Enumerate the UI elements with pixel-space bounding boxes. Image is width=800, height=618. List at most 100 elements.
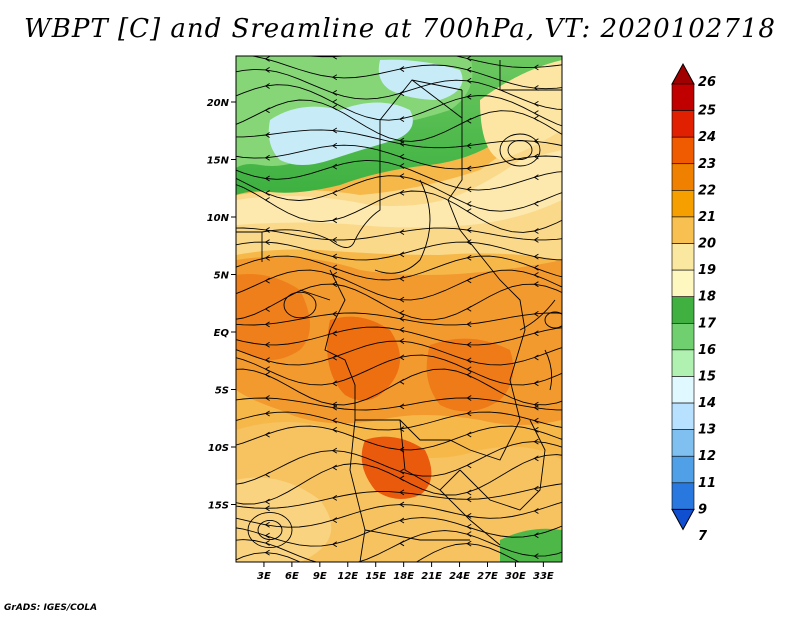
streamline-arrow [264, 56, 270, 62]
streamline-arrow [331, 217, 338, 224]
streamline-arrow [399, 251, 405, 258]
streamline-arrow [331, 74, 338, 81]
colorbar-label: 26 [698, 75, 716, 90]
colorbar-segment [671, 269, 695, 298]
streamline-arrow [533, 553, 539, 559]
streamline-arrow [466, 341, 472, 348]
streamline-arrow [466, 366, 472, 373]
streamline-arrow [533, 272, 539, 278]
colorbar-label: 20 [698, 237, 716, 252]
streamline-arrow [331, 99, 338, 105]
streamline-arrow [466, 165, 472, 172]
streamline-arrow [264, 154, 270, 161]
streamline-arrow [331, 253, 338, 260]
streamline-arrow [399, 229, 405, 236]
colorbar-segment [671, 402, 695, 430]
streamline-arrow [264, 175, 270, 182]
x-axis: 3E 6E 9E 12E 15E 18E 21E 24E 27E 30E 33E [257, 562, 554, 582]
streamline-arrow [466, 186, 472, 193]
streamline-arrow [533, 253, 539, 260]
x-tick-label: 18E [393, 571, 414, 582]
colorbar-label: 17 [698, 316, 717, 331]
streamline-arrow [466, 462, 472, 469]
y-tick-label: 20N [207, 98, 230, 109]
streamline-arrow [331, 104, 338, 111]
streamline-arrow [399, 540, 405, 547]
colorbar-label: 11 [698, 476, 716, 491]
eddy [257, 519, 283, 541]
streamline-arrow [399, 338, 405, 344]
colorbar-label: 21 [698, 210, 716, 225]
streamline-arrow [466, 305, 472, 312]
streamline-arrow [466, 410, 472, 417]
streamline-arrow [331, 464, 338, 471]
chart-title: WBPT [C] and Sreamline at 700hPa, VT: 20… [24, 14, 776, 44]
map-frame [235, 55, 563, 563]
colorbar-label: 19 [698, 263, 716, 278]
streamline-arrow [331, 142, 338, 149]
wbpt-field [236, 56, 562, 568]
streamline-arrow [331, 163, 338, 170]
colorbar-segment [671, 83, 695, 111]
streamline-arrow [331, 190, 338, 196]
streamline-arrow [533, 228, 539, 234]
y-tick-label: 10S [208, 443, 229, 454]
streamline-arrow [331, 90, 338, 96]
x-tick-label: 33E [533, 571, 554, 582]
streamline-arrow [533, 138, 539, 145]
streamline-arrow [264, 255, 270, 261]
colorbar-label: 22 [698, 183, 716, 198]
streamline-arrow [466, 66, 472, 73]
colorbar-label: 23 [698, 157, 716, 172]
colorbar-segment [671, 110, 695, 138]
streamline-arrow [264, 549, 270, 556]
streamline-arrow [331, 517, 338, 524]
streamline-arrow [264, 395, 270, 401]
streamline-arrow [264, 431, 270, 438]
eddy [283, 291, 317, 319]
eddy [499, 133, 541, 167]
streamline-arrow [331, 404, 338, 411]
streamline-arrow [331, 380, 338, 387]
x-tick-label: 21E [421, 571, 442, 582]
streamline-arrow [399, 310, 405, 316]
streamline-arrow [533, 354, 539, 361]
streamline-arrow [399, 354, 405, 361]
streamline-arrow [264, 505, 270, 512]
streamline-arrow [331, 494, 338, 501]
streamline-arrow [399, 296, 405, 303]
x-tick-label: 27E [477, 571, 498, 582]
streamline [236, 543, 520, 562]
streamline-arrow [466, 93, 472, 100]
colorbar-segment [671, 322, 695, 351]
streamline-arrow [533, 311, 539, 317]
x-tick-label: 6E [285, 571, 299, 582]
streamline-arrow [466, 254, 472, 261]
colorbar-segment [671, 190, 695, 218]
x-tick-label: 12E [337, 571, 358, 582]
streamline-arrow [331, 311, 338, 317]
streamline-arrow [264, 197, 270, 203]
streamline-arrow [533, 200, 539, 207]
streamline-arrow [399, 153, 405, 160]
y-tick-label: EQ [214, 328, 230, 339]
streamline-arrow [533, 237, 539, 243]
streamline-arrow [264, 471, 270, 478]
streamlines [236, 56, 562, 568]
streamline-arrow [466, 371, 472, 378]
streamline-arrow [466, 431, 472, 438]
streamline-arrow [264, 357, 270, 364]
streamline-arrow [399, 116, 405, 123]
streamline-arrow [264, 371, 270, 378]
streamline-arrow [466, 56, 472, 62]
colorbar-label: 13 [698, 423, 716, 438]
streamline-arrow [466, 201, 472, 207]
streamline-arrow [333, 563, 337, 568]
streamline-arrow [264, 306, 270, 312]
streamline-arrow [331, 330, 338, 337]
streamline-arrow [264, 132, 270, 138]
streamline-arrow [533, 330, 539, 337]
y-tick-label: 15S [208, 501, 229, 512]
streamline-arrow [399, 275, 405, 282]
